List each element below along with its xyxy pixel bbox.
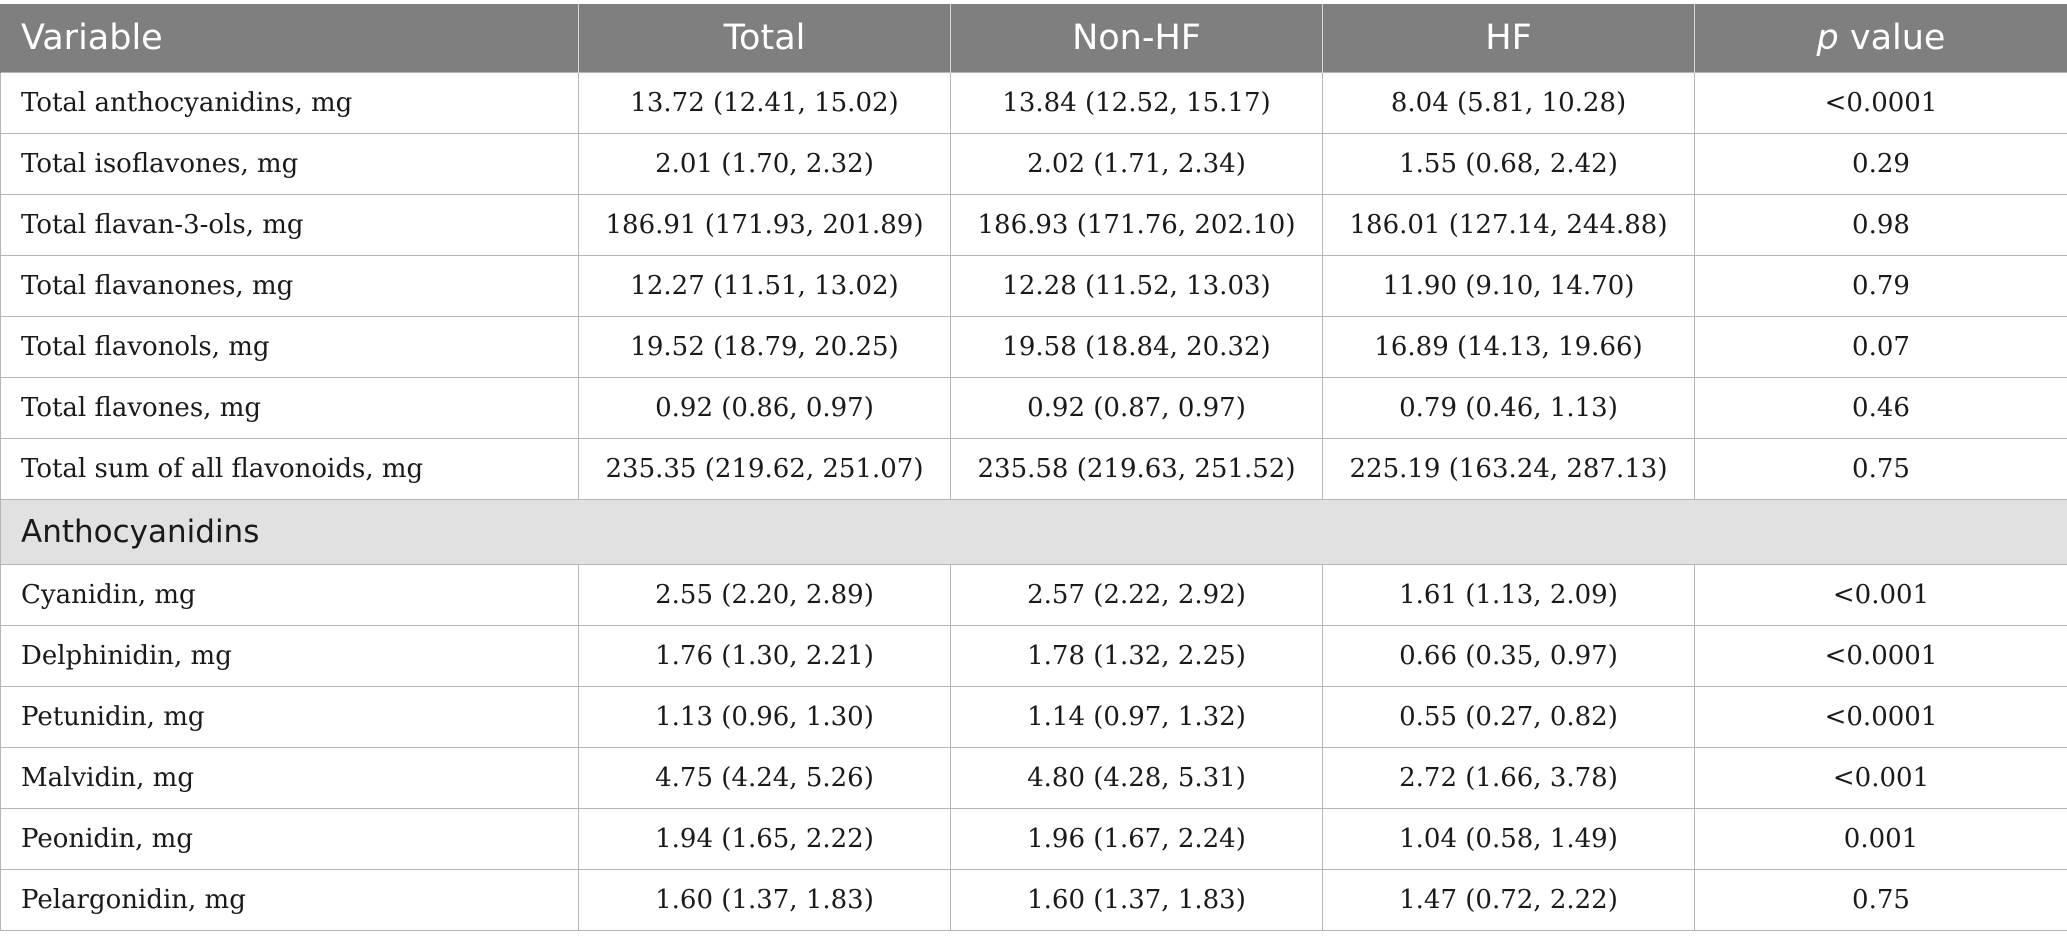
cell-non-hf: 186.93 (171.76, 202.10)	[950, 194, 1323, 256]
cell-variable: Malvidin, mg	[0, 747, 579, 809]
table-header: Variable Total Non-HF HF p value	[0, 4, 2067, 73]
section-row: Anthocyanidins	[0, 499, 2067, 565]
cell-variable: Peonidin, mg	[0, 808, 579, 870]
cell-non-hf: 13.84 (12.52, 15.17)	[950, 72, 1323, 134]
cell-p-value: 0.29	[1694, 133, 2067, 195]
cell-variable: Total sum of all flavonoids, mg	[0, 438, 579, 500]
cell-p-value: 0.46	[1694, 377, 2067, 439]
cell-variable: Total isoflavones, mg	[0, 133, 579, 195]
cell-p-value: <0.0001	[1694, 625, 2067, 687]
cell-total: 13.72 (12.41, 15.02)	[578, 72, 951, 134]
table-wrapper: Variable Total Non-HF HF p value Total a…	[0, 4, 2067, 931]
table-row: Total flavonols, mg 19.52 (18.79, 20.25) 1…	[0, 316, 2067, 378]
cell-non-hf: 19.58 (18.84, 20.32)	[950, 316, 1323, 378]
cell-variable: Delphinidin, mg	[0, 625, 579, 687]
cell-total: 1.76 (1.30, 2.21)	[578, 625, 951, 687]
cell-p-value: <0.001	[1694, 564, 2067, 626]
header-p-italic: p	[1816, 18, 1839, 58]
header-row: Variable Total Non-HF HF p value	[0, 4, 2067, 73]
cell-hf: 186.01 (127.14, 244.88)	[1322, 194, 1695, 256]
cell-non-hf: 1.78 (1.32, 2.25)	[950, 625, 1323, 687]
table-row: Total isoflavones, mg 2.01 (1.70, 2.32) 2.…	[0, 133, 2067, 195]
cell-variable: Total anthocyanidins, mg	[0, 72, 579, 134]
table-row: Cyanidin, mg 2.55 (2.20, 2.89) 2.57 (2.22,…	[0, 564, 2067, 626]
table-row: Total flavones, mg 0.92 (0.86, 0.97) 0.92 …	[0, 377, 2067, 439]
cell-total: 12.27 (11.51, 13.02)	[578, 255, 951, 317]
cell-p-value: 0.75	[1694, 438, 2067, 500]
cell-p-value: 0.75	[1694, 869, 2067, 931]
cell-non-hf: 1.96 (1.67, 2.24)	[950, 808, 1323, 870]
cell-p-value: <0.0001	[1694, 72, 2067, 134]
cell-hf: 2.72 (1.66, 3.78)	[1322, 747, 1695, 809]
cell-total: 0.92 (0.86, 0.97)	[578, 377, 951, 439]
cell-p-value: 0.001	[1694, 808, 2067, 870]
cell-non-hf: 0.92 (0.87, 0.97)	[950, 377, 1323, 439]
cell-non-hf: 235.58 (219.63, 251.52)	[950, 438, 1323, 500]
cell-total: 19.52 (18.79, 20.25)	[578, 316, 951, 378]
cell-hf: 16.89 (14.13, 19.66)	[1322, 316, 1695, 378]
cell-non-hf: 1.60 (1.37, 1.83)	[950, 869, 1323, 931]
cell-total: 2.55 (2.20, 2.89)	[578, 564, 951, 626]
cell-hf: 1.04 (0.58, 1.49)	[1322, 808, 1695, 870]
cell-p-value: <0.0001	[1694, 686, 2067, 748]
table-row: Malvidin, mg 4.75 (4.24, 5.26) 4.80 (4.28,…	[0, 747, 2067, 809]
table-body: Total anthocyanidins, mg 13.72 (12.41, 15…	[0, 72, 2067, 931]
cell-variable: Total flavones, mg	[0, 377, 579, 439]
cell-p-value: 0.79	[1694, 255, 2067, 317]
table-row: Delphinidin, mg 1.76 (1.30, 2.21) 1.78 (1.…	[0, 625, 2067, 687]
flavonoid-intake-table: Variable Total Non-HF HF p value Total a…	[0, 4, 2067, 931]
header-hf: HF	[1322, 4, 1695, 73]
cell-non-hf: 2.57 (2.22, 2.92)	[950, 564, 1323, 626]
cell-hf: 225.19 (163.24, 287.13)	[1322, 438, 1695, 500]
cell-hf: 0.55 (0.27, 0.82)	[1322, 686, 1695, 748]
cell-hf: 11.90 (9.10, 14.70)	[1322, 255, 1695, 317]
cell-hf: 0.66 (0.35, 0.97)	[1322, 625, 1695, 687]
table-row: Total flavan-3-ols, mg 186.91 (171.93, 20…	[0, 194, 2067, 256]
cell-hf: 1.61 (1.13, 2.09)	[1322, 564, 1695, 626]
cell-non-hf: 4.80 (4.28, 5.31)	[950, 747, 1323, 809]
cell-variable: Total flavan-3-ols, mg	[0, 194, 579, 256]
cell-variable: Pelargonidin, mg	[0, 869, 579, 931]
cell-p-value: <0.001	[1694, 747, 2067, 809]
table-row: Pelargonidin, mg 1.60 (1.37, 1.83) 1.60 (1…	[0, 869, 2067, 931]
cell-total: 1.94 (1.65, 2.22)	[578, 808, 951, 870]
cell-non-hf: 1.14 (0.97, 1.32)	[950, 686, 1323, 748]
cell-total: 1.60 (1.37, 1.83)	[578, 869, 951, 931]
cell-total: 235.35 (219.62, 251.07)	[578, 438, 951, 500]
table-row: Total flavanones, mg 12.27 (11.51, 13.02)…	[0, 255, 2067, 317]
table-row: Total sum of all flavonoids, mg 235.35 (2…	[0, 438, 2067, 500]
header-non-hf: Non-HF	[950, 4, 1323, 73]
cell-variable: Cyanidin, mg	[0, 564, 579, 626]
cell-hf: 1.47 (0.72, 2.22)	[1322, 869, 1695, 931]
cell-variable: Petunidin, mg	[0, 686, 579, 748]
cell-non-hf: 2.02 (1.71, 2.34)	[950, 133, 1323, 195]
cell-total: 186.91 (171.93, 201.89)	[578, 194, 951, 256]
table-row: Peonidin, mg 1.94 (1.65, 2.22) 1.96 (1.67,…	[0, 808, 2067, 870]
cell-p-value: 0.98	[1694, 194, 2067, 256]
table-row: Total anthocyanidins, mg 13.72 (12.41, 15…	[0, 72, 2067, 134]
cell-total: 1.13 (0.96, 1.30)	[578, 686, 951, 748]
header-variable: Variable	[0, 4, 579, 73]
header-total: Total	[578, 4, 951, 73]
table-row: Petunidin, mg 1.13 (0.96, 1.30) 1.14 (0.97…	[0, 686, 2067, 748]
section-label: Anthocyanidins	[0, 499, 2067, 565]
header-p-value: p value	[1694, 4, 2067, 73]
cell-hf: 0.79 (0.46, 1.13)	[1322, 377, 1695, 439]
cell-hf: 1.55 (0.68, 2.42)	[1322, 133, 1695, 195]
cell-p-value: 0.07	[1694, 316, 2067, 378]
cell-non-hf: 12.28 (11.52, 13.03)	[950, 255, 1323, 317]
cell-total: 4.75 (4.24, 5.26)	[578, 747, 951, 809]
header-p-rest: value	[1838, 18, 1946, 58]
cell-total: 2.01 (1.70, 2.32)	[578, 133, 951, 195]
cell-variable: Total flavanones, mg	[0, 255, 579, 317]
cell-variable: Total flavonols, mg	[0, 316, 579, 378]
cell-hf: 8.04 (5.81, 10.28)	[1322, 72, 1695, 134]
